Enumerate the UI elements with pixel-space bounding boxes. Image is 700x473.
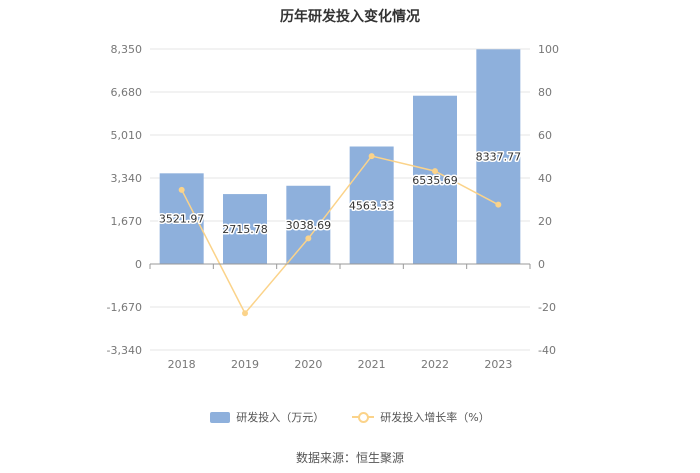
bar-value-label: 8337.77	[476, 151, 522, 164]
x-tick-label: 2020	[294, 358, 322, 371]
bar-series	[159, 49, 521, 265]
bar-2023[interactable]	[476, 49, 521, 264]
chart-title: 历年研发投入变化情况	[280, 9, 420, 25]
y-left-tick-label: 6,680	[111, 86, 143, 99]
growth-rate-point-2020[interactable]	[305, 235, 312, 242]
y-right-tick-label: 80	[538, 86, 552, 99]
legend-line-label: 研发投入增长率（%）	[380, 411, 490, 424]
bar-value-label: 3521.97	[159, 213, 205, 226]
y-left-tick-label: 1,670	[111, 215, 143, 228]
growth-rate-point-2018[interactable]	[178, 186, 185, 193]
bar-2021[interactable]	[349, 146, 394, 264]
y-right-tick-label: 60	[538, 129, 552, 142]
y-right-tick-label: 100	[538, 43, 559, 56]
legend-line-swatch	[352, 411, 375, 423]
y-left-tick-label: 3,340	[111, 172, 143, 185]
y-right-tick-label: -40	[538, 344, 556, 357]
x-tick-label: 2021	[358, 358, 386, 371]
y-right-tick-label: 0	[538, 258, 545, 271]
axes: 8,350 6,680 5,010 3,340 1,670 0 -1,670 -3,340 10…	[107, 43, 559, 371]
y-left-tick-label: -3,340	[107, 344, 142, 357]
y-right-tick-label: -20	[538, 301, 556, 314]
y-right-tick-label: 20	[538, 215, 552, 228]
growth-rate-point-2021[interactable]	[368, 153, 375, 160]
x-tick-label: 2018	[168, 358, 196, 371]
bar-value-label: 2715.78	[222, 223, 268, 236]
legend-bar-swatch	[210, 411, 231, 423]
y-left-tick-label: 8,350	[111, 43, 143, 56]
x-tick-label: 2019	[231, 358, 259, 371]
bar-value-label: 3038.69	[286, 219, 332, 232]
bar-value-label: 4563.33	[349, 199, 395, 212]
growth-rate-point-2022[interactable]	[432, 168, 438, 175]
y-left-tick-label: 0	[135, 258, 142, 271]
grid-lines	[150, 48, 530, 351]
bar-value-label: 6535.69	[412, 174, 458, 187]
chart-plot: 3521.97 2715.78 3038.69 4563.33 6535.69 8337.…	[107, 43, 559, 371]
bar-2022[interactable]	[413, 95, 457, 265]
data-source: 数据来源：恒生聚源	[295, 451, 404, 465]
growth-rate-point-2019[interactable]	[242, 310, 248, 317]
y-left-tick-label: -1,670	[107, 301, 142, 314]
bar-value-labels: 3521.97 2715.78 3038.69 4563.33 6535.69 8337.…	[157, 149, 522, 237]
growth-rate-point-2023[interactable]	[495, 201, 502, 208]
x-tick-label: 2023	[484, 358, 512, 371]
legend-item-bar[interactable]: 研发投入（万元）	[210, 409, 324, 425]
bar-2019[interactable]	[223, 194, 267, 264]
y-right-tick-label: 40	[538, 172, 552, 185]
line-series	[178, 153, 502, 317]
y-left-tick-label: 5,010	[111, 129, 143, 142]
legend-item-line[interactable]: 研发投入增长率（%）	[352, 409, 490, 425]
legend: 研发投入（万元） 研发投入增长率（%）	[0, 409, 700, 425]
x-tick-label: 2022	[421, 358, 449, 371]
growth-rate-line	[180, 155, 499, 315]
legend-bar-label: 研发投入（万元）	[236, 411, 325, 424]
bar-2020[interactable]	[286, 185, 331, 264]
